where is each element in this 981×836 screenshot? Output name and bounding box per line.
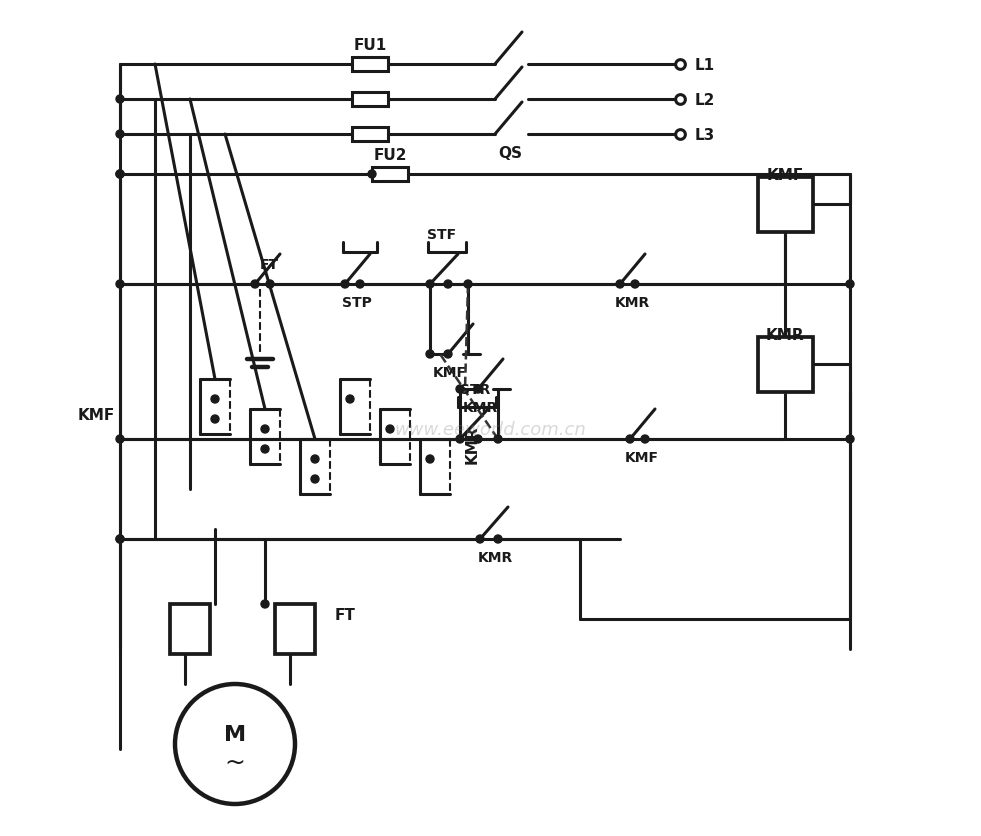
Circle shape [426, 456, 434, 463]
Bar [352, 128, 388, 142]
Circle shape [341, 281, 349, 288]
Circle shape [116, 535, 124, 543]
Circle shape [456, 436, 464, 443]
Circle shape [616, 281, 624, 288]
Circle shape [444, 281, 452, 288]
Circle shape [464, 281, 472, 288]
Circle shape [116, 171, 124, 179]
Text: KMR: KMR [478, 550, 513, 564]
Circle shape [311, 476, 319, 483]
Text: KMF: KMF [766, 167, 803, 182]
Bar [372, 168, 408, 181]
Circle shape [444, 350, 452, 359]
Circle shape [266, 281, 274, 288]
Bar [352, 93, 388, 107]
Text: STP: STP [342, 296, 372, 309]
Circle shape [346, 395, 354, 404]
Circle shape [116, 535, 124, 543]
Circle shape [116, 131, 124, 139]
Circle shape [116, 96, 124, 104]
Circle shape [476, 535, 484, 543]
Text: STF: STF [428, 227, 456, 242]
Bar [275, 604, 315, 655]
Circle shape [494, 436, 502, 443]
Text: KMR: KMR [462, 400, 497, 415]
Bar [170, 604, 210, 655]
Text: STR: STR [460, 383, 490, 396]
Circle shape [211, 415, 219, 424]
Circle shape [456, 385, 464, 394]
Text: ~: ~ [225, 750, 245, 774]
Circle shape [494, 535, 502, 543]
Circle shape [474, 436, 482, 443]
Bar [757, 177, 812, 232]
Text: QS: QS [498, 145, 522, 161]
Text: L3: L3 [695, 127, 715, 142]
Text: KMR: KMR [614, 296, 649, 309]
Text: L2: L2 [695, 93, 715, 107]
Circle shape [846, 436, 854, 443]
Circle shape [631, 281, 639, 288]
Circle shape [261, 446, 269, 453]
Text: KMR: KMR [465, 426, 480, 464]
Circle shape [116, 436, 124, 443]
Circle shape [386, 426, 394, 434]
Text: www.eeworld.com.cn: www.eeworld.com.cn [394, 421, 586, 438]
Circle shape [846, 281, 854, 288]
Text: FT: FT [260, 257, 280, 272]
Circle shape [116, 281, 124, 288]
Circle shape [426, 350, 434, 359]
Text: FU2: FU2 [373, 147, 407, 162]
Circle shape [474, 385, 482, 394]
Text: KMF: KMF [77, 407, 115, 422]
Text: KMF: KMF [433, 365, 467, 380]
Circle shape [261, 426, 269, 434]
Text: FT: FT [335, 607, 356, 622]
Text: FU1: FU1 [353, 38, 387, 53]
Circle shape [626, 436, 634, 443]
Circle shape [641, 436, 649, 443]
Circle shape [426, 281, 434, 288]
Text: L1: L1 [695, 58, 715, 73]
Circle shape [356, 281, 364, 288]
Circle shape [311, 456, 319, 463]
Bar [757, 337, 812, 392]
Circle shape [251, 281, 259, 288]
Circle shape [116, 171, 124, 179]
Text: KMR: KMR [766, 327, 804, 342]
Bar [352, 58, 388, 72]
Circle shape [368, 171, 376, 179]
Circle shape [261, 600, 269, 609]
Text: KMF: KMF [625, 451, 659, 465]
Circle shape [211, 395, 219, 404]
Text: M: M [224, 724, 246, 744]
